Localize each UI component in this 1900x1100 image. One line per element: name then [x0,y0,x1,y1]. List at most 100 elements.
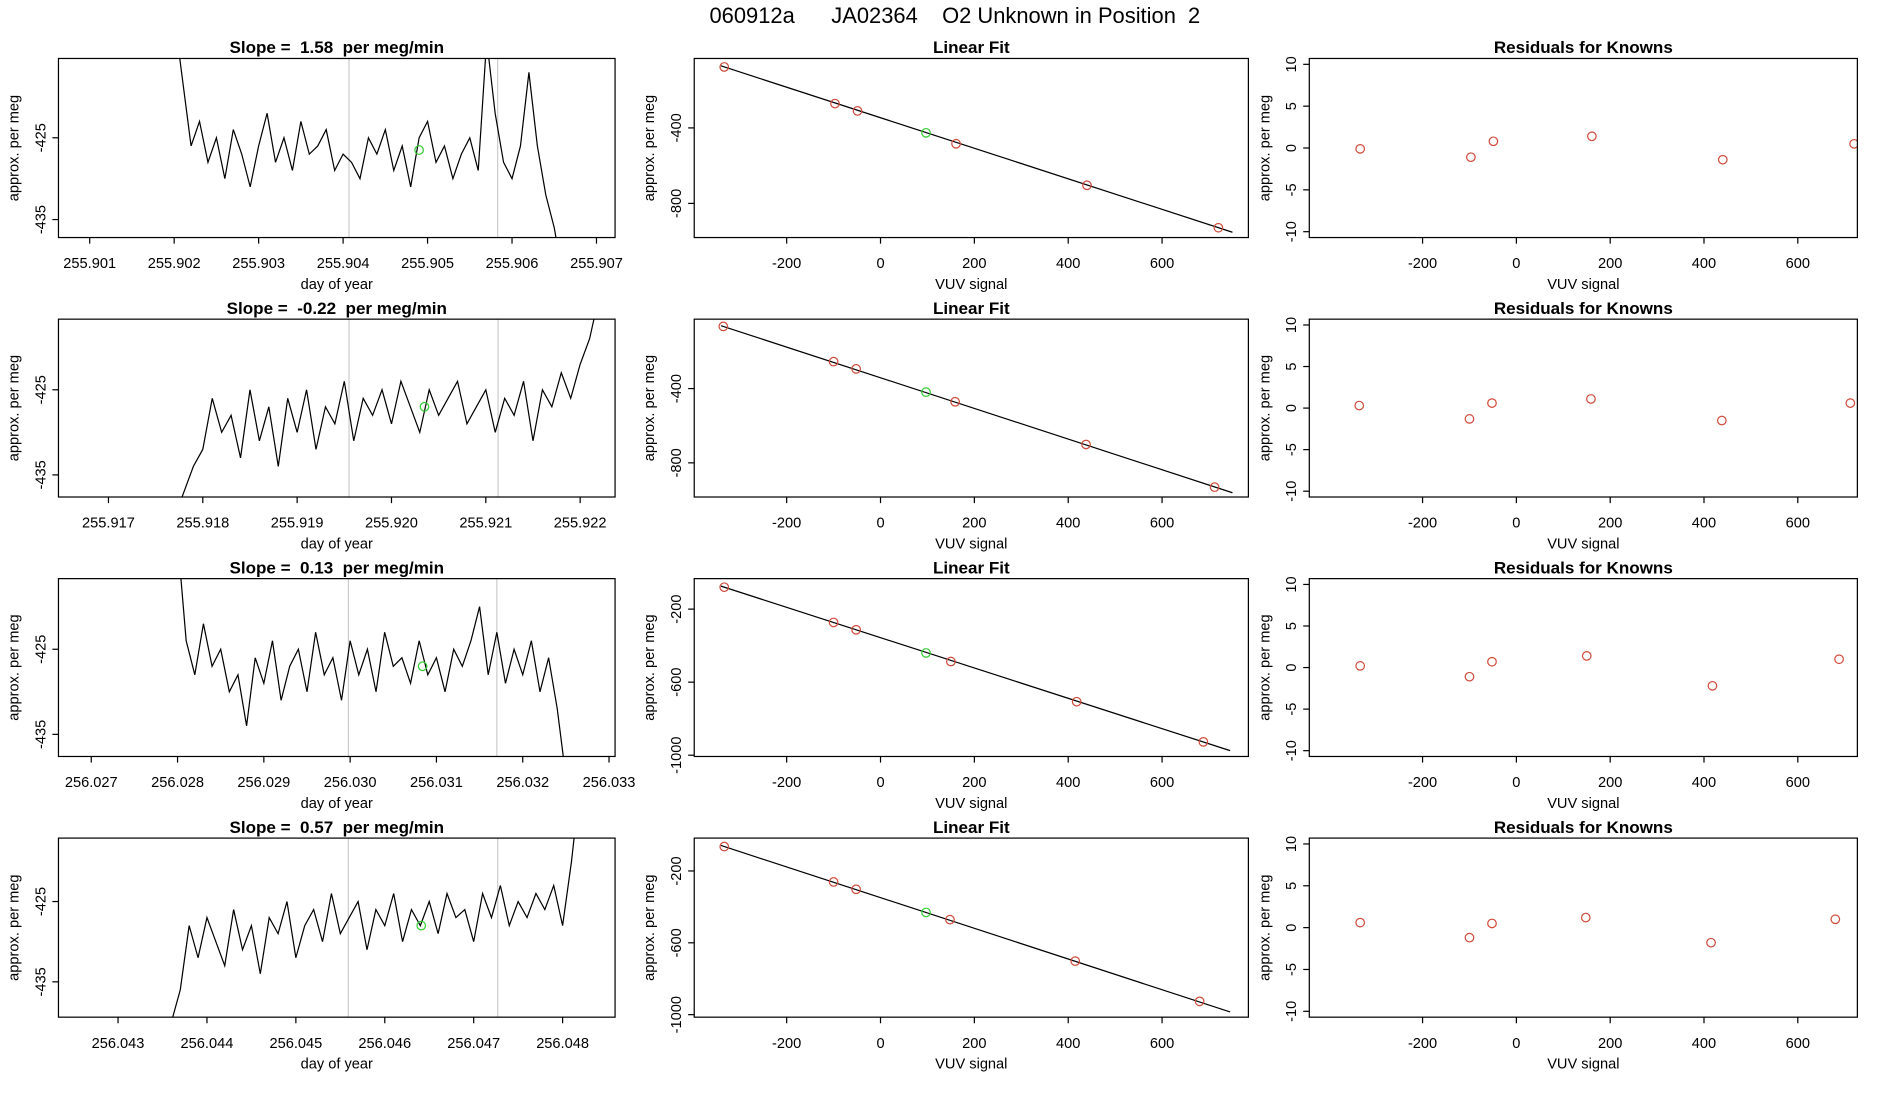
x-tick-label: 256.043 [92,1036,145,1052]
panel-title: Residuals for Knowns [1494,299,1673,318]
y-axis-label: approx. per meg [6,95,22,201]
x-axis-label: day of year [301,796,373,812]
x-tick-label: 255.906 [486,256,539,272]
y-tick-label: -425 [33,123,49,152]
y-tick-label: 10 [1284,836,1300,852]
x-tick-label: 255.905 [401,256,454,272]
x-tick-label: 400 [1056,1036,1080,1052]
y-tick-label: -5 [1284,443,1300,456]
plot-frame [57,57,616,239]
y-tick-label: -10 [1284,481,1300,502]
data-point [718,321,729,332]
x-tick-label: 255.903 [232,256,285,272]
data-point [1209,482,1220,493]
data-point [1071,696,1082,707]
panel-title: Residuals for Knowns [1494,558,1673,577]
x-tick-label: 255.902 [148,256,201,272]
x-tick-label: 256.045 [269,1036,322,1052]
figure-title: 060912a JA02364 O2 Unknown in Position 2 [710,3,1201,28]
data-point [921,907,931,918]
plot-frame [57,837,616,1018]
x-tick-label: 400 [1692,775,1716,791]
data-point [828,356,839,367]
x-tick-label: 255.922 [554,516,607,532]
y-tick-label: -800 [669,448,685,477]
data-point [1464,671,1475,682]
x-tick-label: 0 [876,1036,884,1052]
x-tick-label: 0 [876,775,884,791]
y-axis-label: approx. per meg [642,355,658,461]
x-tick-label: 600 [1786,775,1810,791]
plot-area [181,319,595,498]
data-point [1716,415,1727,426]
plot-frame [57,318,616,498]
x-tick-label: 0 [876,256,884,272]
y-tick-label: 5 [1284,362,1300,370]
data-point [1487,918,1497,929]
data-point [414,145,424,155]
y-axis-label: approx. per meg [6,355,22,461]
plot-area [719,582,1231,752]
data-point [1845,398,1856,408]
y-tick-label: -5 [1284,703,1300,716]
x-tick-label: 600 [1150,516,1174,532]
x-tick-label: 400 [1692,256,1716,272]
panel-title: Slope = 1.58 per meg/min [229,38,444,57]
x-tick-label: 255.921 [459,516,512,532]
y-tick-label: -435 [33,967,49,996]
x-tick-label: 600 [1786,516,1810,532]
series-line [179,58,557,238]
x-axis-label: VUV signal [935,536,1007,552]
y-tick-label: -10 [1284,1001,1300,1022]
x-tick-label: 255.904 [317,256,370,272]
x-tick-label: 600 [1150,1036,1174,1052]
data-point [1581,651,1592,661]
x-tick-label: 0 [1512,775,1520,791]
x-tick-label: 200 [962,256,986,272]
series-line [181,319,595,498]
x-tick-label: 256.046 [358,1036,411,1052]
data-point [719,62,730,72]
y-axis-label: approx. per meg [642,614,658,720]
data-point [921,127,931,138]
x-tick-label: 0 [1512,516,1520,532]
y-tick-label: -600 [669,668,685,697]
fit-line [720,325,1233,494]
x-tick-label: 255.919 [271,516,324,532]
x-tick-label: 600 [1786,256,1810,272]
plot-area [180,578,564,757]
panel-title: Linear Fit [933,818,1010,837]
x-axis-label: day of year [301,536,373,552]
plot-area [719,62,1233,233]
x-tick-label: 255.920 [365,516,418,532]
y-tick-label: 5 [1284,882,1300,890]
data-point [1706,937,1716,948]
plot-frame [1308,318,1858,498]
panel: Slope = 0.57 per meg/min day of year appro… [6,818,616,1073]
x-tick-label: -200 [772,1036,801,1052]
data-point [1586,394,1596,404]
plot-area [719,841,1231,1013]
y-tick-label: 10 [1284,576,1300,592]
data-point [852,106,863,116]
data-point [1587,131,1597,142]
x-tick-label: 256.027 [65,775,118,791]
x-tick-label: 600 [1150,775,1174,791]
x-axis-label: VUV signal [935,1057,1007,1073]
data-point [1198,736,1209,747]
panel: Linear Fit VUV signal approx. per meg -200 0… [642,299,1250,552]
y-tick-label: -10 [1284,740,1300,761]
data-point [828,617,839,628]
y-tick-label: -400 [669,113,685,142]
x-tick-label: 200 [1598,516,1622,532]
y-tick-label: -400 [669,374,685,403]
data-point [1488,136,1499,147]
x-tick-label: 256.044 [181,1036,234,1052]
plot-area [1354,394,1856,426]
plot-area [1355,912,1841,948]
x-tick-label: 0 [1512,1036,1520,1052]
x-axis-label: VUV signal [1547,1057,1619,1073]
x-tick-label: 256.048 [536,1036,589,1052]
x-axis-label: VUV signal [1547,277,1619,293]
data-point [417,661,428,672]
